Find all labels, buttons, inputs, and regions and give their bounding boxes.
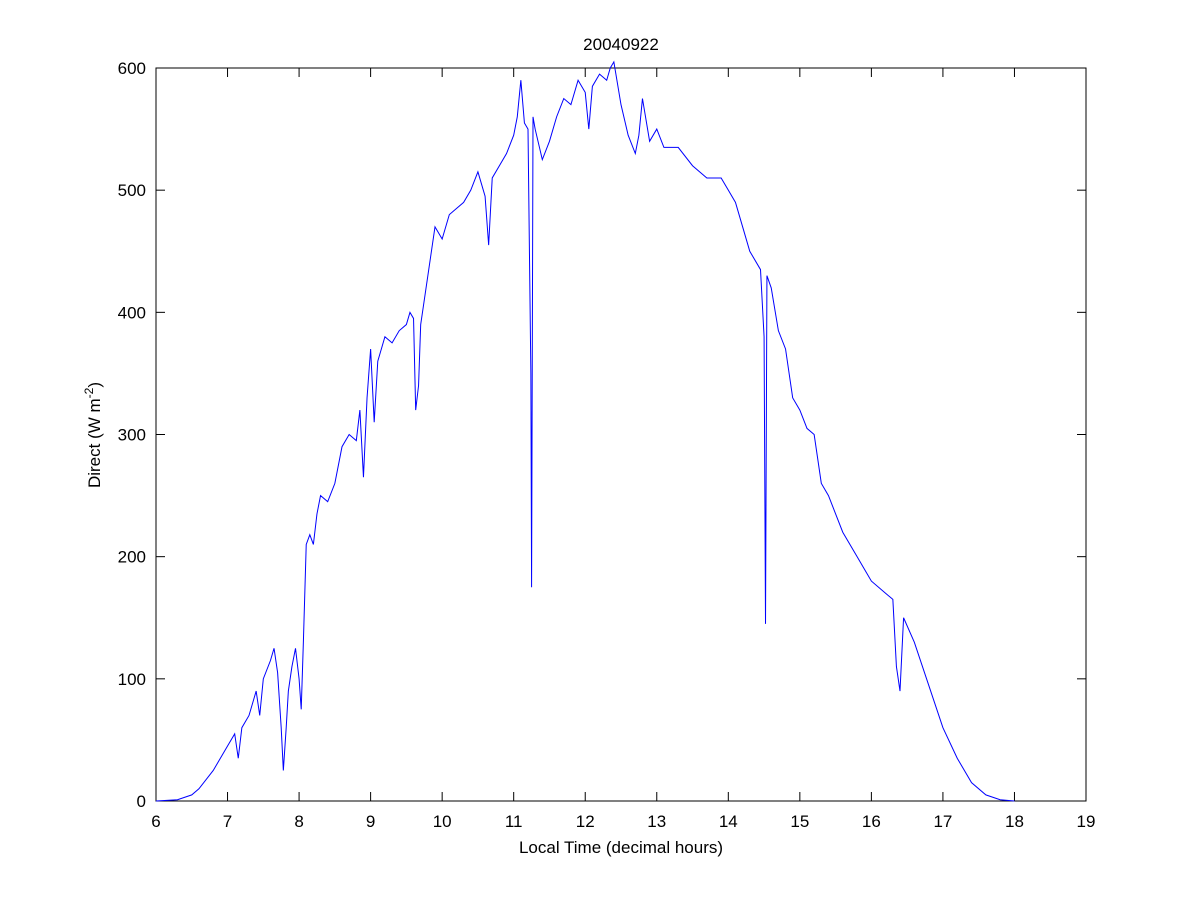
y-tick-label: 400 [118,303,146,322]
y-tick-label: 600 [118,59,146,78]
y-tick-label: 300 [118,426,146,445]
x-tick-label: 10 [433,812,452,831]
x-tick-label: 7 [223,812,232,831]
x-tick-label: 16 [862,812,881,831]
x-tick-label: 9 [366,812,375,831]
y-tick-label: 0 [137,792,146,811]
data-line [155,60,1015,802]
x-tick-label: 12 [576,812,595,831]
x-tick-label: 14 [719,812,738,831]
plot-area [155,67,1087,802]
y-label-text: ) [85,382,104,388]
x-tick-label: 11 [505,812,523,831]
y-tick-label: 500 [118,181,146,200]
x-tick-label: 18 [1005,812,1024,831]
x-tick-label: 17 [933,812,952,831]
x-tick-label: 8 [294,812,303,831]
x-tick-label: 19 [1077,812,1096,831]
chart-title: 20040922 [583,35,659,54]
y-label-text: Direct (W m [85,398,104,488]
x-axis-label: Local Time (decimal hours) [519,838,723,857]
x-tick-label: 13 [647,812,666,831]
x-tick-label: 15 [790,812,809,831]
x-tick-label: 6 [151,812,160,831]
y-tick-label: 100 [118,670,146,689]
y-label-sup: -2 [82,387,96,398]
y-tick-label: 200 [118,548,146,567]
y-axis-label: Direct (W m-2) [82,382,104,488]
